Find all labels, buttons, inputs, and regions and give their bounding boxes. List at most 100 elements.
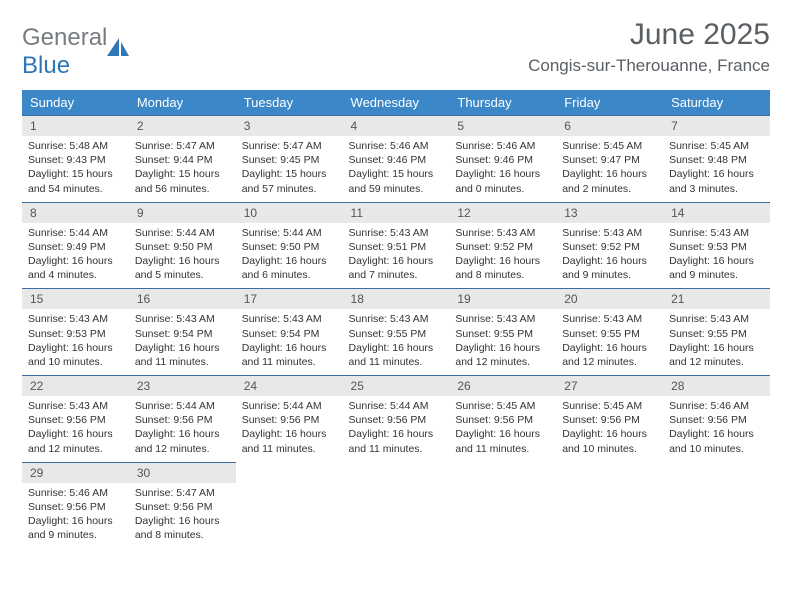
calendar-body: 1Sunrise: 5:48 AMSunset: 9:43 PMDaylight… [22,115,770,548]
day-details: Sunrise: 5:43 AMSunset: 9:51 PMDaylight:… [343,223,450,289]
calendar-cell: 26Sunrise: 5:45 AMSunset: 9:56 PMDayligh… [449,375,556,462]
calendar-cell: 7Sunrise: 5:45 AMSunset: 9:48 PMDaylight… [663,115,770,202]
day-number: 1 [22,115,129,136]
day-header-tuesday: Tuesday [236,90,343,115]
calendar-cell: 19Sunrise: 5:43 AMSunset: 9:55 PMDayligh… [449,288,556,375]
day-number: 7 [663,115,770,136]
day-details: Sunrise: 5:48 AMSunset: 9:43 PMDaylight:… [22,136,129,202]
day-details: Sunrise: 5:44 AMSunset: 9:56 PMDaylight:… [343,396,450,462]
calendar-cell: 4Sunrise: 5:46 AMSunset: 9:46 PMDaylight… [343,115,450,202]
calendar-cell: 3Sunrise: 5:47 AMSunset: 9:45 PMDaylight… [236,115,343,202]
day-number: 9 [129,202,236,223]
day-details: Sunrise: 5:44 AMSunset: 9:50 PMDaylight:… [129,223,236,289]
day-number: 13 [556,202,663,223]
day-header-wednesday: Wednesday [343,90,450,115]
day-details: Sunrise: 5:44 AMSunset: 9:49 PMDaylight:… [22,223,129,289]
day-number: 10 [236,202,343,223]
day-details: Sunrise: 5:46 AMSunset: 9:56 PMDaylight:… [663,396,770,462]
day-header-monday: Monday [129,90,236,115]
calendar-cell: 6Sunrise: 5:45 AMSunset: 9:47 PMDaylight… [556,115,663,202]
title-block: June 2025 Congis-sur-Therouanne, France [528,18,770,76]
day-details: Sunrise: 5:46 AMSunset: 9:56 PMDaylight:… [22,483,129,549]
day-number: 11 [343,202,450,223]
day-number: 24 [236,375,343,396]
calendar-cell: 17Sunrise: 5:43 AMSunset: 9:54 PMDayligh… [236,288,343,375]
calendar-cell: 13Sunrise: 5:43 AMSunset: 9:52 PMDayligh… [556,202,663,289]
day-number: 4 [343,115,450,136]
calendar-week-row: 29Sunrise: 5:46 AMSunset: 9:56 PMDayligh… [22,462,770,549]
day-header-row: SundayMondayTuesdayWednesdayThursdayFrid… [22,90,770,115]
day-details: Sunrise: 5:44 AMSunset: 9:50 PMDaylight:… [236,223,343,289]
logo: General Blue [22,24,131,80]
day-details: Sunrise: 5:43 AMSunset: 9:53 PMDaylight:… [663,223,770,289]
logo-text-part1: General [22,24,107,51]
day-number: 5 [449,115,556,136]
day-details: Sunrise: 5:43 AMSunset: 9:53 PMDaylight:… [22,309,129,375]
day-details: Sunrise: 5:44 AMSunset: 9:56 PMDaylight:… [236,396,343,462]
day-details: Sunrise: 5:46 AMSunset: 9:46 PMDaylight:… [343,136,450,202]
calendar-cell: 28Sunrise: 5:46 AMSunset: 9:56 PMDayligh… [663,375,770,462]
calendar-week-row: 8Sunrise: 5:44 AMSunset: 9:49 PMDaylight… [22,202,770,289]
day-details: Sunrise: 5:43 AMSunset: 9:54 PMDaylight:… [236,309,343,375]
calendar-cell: 21Sunrise: 5:43 AMSunset: 9:55 PMDayligh… [663,288,770,375]
day-number: 28 [663,375,770,396]
calendar-week-row: 22Sunrise: 5:43 AMSunset: 9:56 PMDayligh… [22,375,770,462]
calendar-cell [663,462,770,549]
calendar-cell: 10Sunrise: 5:44 AMSunset: 9:50 PMDayligh… [236,202,343,289]
logo-sail-icon [105,36,131,63]
day-details: Sunrise: 5:45 AMSunset: 9:48 PMDaylight:… [663,136,770,202]
calendar-week-row: 15Sunrise: 5:43 AMSunset: 9:53 PMDayligh… [22,288,770,375]
day-details: Sunrise: 5:45 AMSunset: 9:56 PMDaylight:… [556,396,663,462]
calendar-cell: 27Sunrise: 5:45 AMSunset: 9:56 PMDayligh… [556,375,663,462]
day-number: 27 [556,375,663,396]
calendar-cell: 1Sunrise: 5:48 AMSunset: 9:43 PMDaylight… [22,115,129,202]
day-details: Sunrise: 5:43 AMSunset: 9:56 PMDaylight:… [22,396,129,462]
day-details: Sunrise: 5:45 AMSunset: 9:56 PMDaylight:… [449,396,556,462]
page-title: June 2025 [528,18,770,52]
calendar-cell [556,462,663,549]
calendar-cell: 23Sunrise: 5:44 AMSunset: 9:56 PMDayligh… [129,375,236,462]
day-details: Sunrise: 5:43 AMSunset: 9:55 PMDaylight:… [556,309,663,375]
day-number: 25 [343,375,450,396]
day-number: 22 [22,375,129,396]
day-header-friday: Friday [556,90,663,115]
day-details: Sunrise: 5:44 AMSunset: 9:56 PMDaylight:… [129,396,236,462]
day-number: 17 [236,288,343,309]
calendar-table: SundayMondayTuesdayWednesdayThursdayFrid… [22,90,770,548]
day-number: 21 [663,288,770,309]
day-header-sunday: Sunday [22,90,129,115]
day-details: Sunrise: 5:43 AMSunset: 9:55 PMDaylight:… [343,309,450,375]
calendar-cell: 29Sunrise: 5:46 AMSunset: 9:56 PMDayligh… [22,462,129,549]
calendar-cell: 24Sunrise: 5:44 AMSunset: 9:56 PMDayligh… [236,375,343,462]
calendar-cell: 20Sunrise: 5:43 AMSunset: 9:55 PMDayligh… [556,288,663,375]
day-number: 12 [449,202,556,223]
calendar-cell: 15Sunrise: 5:43 AMSunset: 9:53 PMDayligh… [22,288,129,375]
day-number: 18 [343,288,450,309]
calendar-cell [236,462,343,549]
day-details: Sunrise: 5:47 AMSunset: 9:45 PMDaylight:… [236,136,343,202]
day-details: Sunrise: 5:46 AMSunset: 9:46 PMDaylight:… [449,136,556,202]
day-details: Sunrise: 5:47 AMSunset: 9:56 PMDaylight:… [129,483,236,549]
day-number: 2 [129,115,236,136]
day-number: 15 [22,288,129,309]
calendar-cell: 11Sunrise: 5:43 AMSunset: 9:51 PMDayligh… [343,202,450,289]
calendar-cell: 16Sunrise: 5:43 AMSunset: 9:54 PMDayligh… [129,288,236,375]
calendar-cell: 9Sunrise: 5:44 AMSunset: 9:50 PMDaylight… [129,202,236,289]
day-number: 20 [556,288,663,309]
calendar-week-row: 1Sunrise: 5:48 AMSunset: 9:43 PMDaylight… [22,115,770,202]
day-number: 30 [129,462,236,483]
logo-text-part2: Blue [22,52,70,79]
calendar-cell: 12Sunrise: 5:43 AMSunset: 9:52 PMDayligh… [449,202,556,289]
calendar-cell: 30Sunrise: 5:47 AMSunset: 9:56 PMDayligh… [129,462,236,549]
calendar-cell: 25Sunrise: 5:44 AMSunset: 9:56 PMDayligh… [343,375,450,462]
day-header-thursday: Thursday [449,90,556,115]
day-details: Sunrise: 5:43 AMSunset: 9:54 PMDaylight:… [129,309,236,375]
calendar-cell: 8Sunrise: 5:44 AMSunset: 9:49 PMDaylight… [22,202,129,289]
calendar-cell: 14Sunrise: 5:43 AMSunset: 9:53 PMDayligh… [663,202,770,289]
day-number: 26 [449,375,556,396]
calendar-cell: 18Sunrise: 5:43 AMSunset: 9:55 PMDayligh… [343,288,450,375]
day-number: 23 [129,375,236,396]
calendar-cell: 5Sunrise: 5:46 AMSunset: 9:46 PMDaylight… [449,115,556,202]
day-number: 6 [556,115,663,136]
calendar-cell: 22Sunrise: 5:43 AMSunset: 9:56 PMDayligh… [22,375,129,462]
